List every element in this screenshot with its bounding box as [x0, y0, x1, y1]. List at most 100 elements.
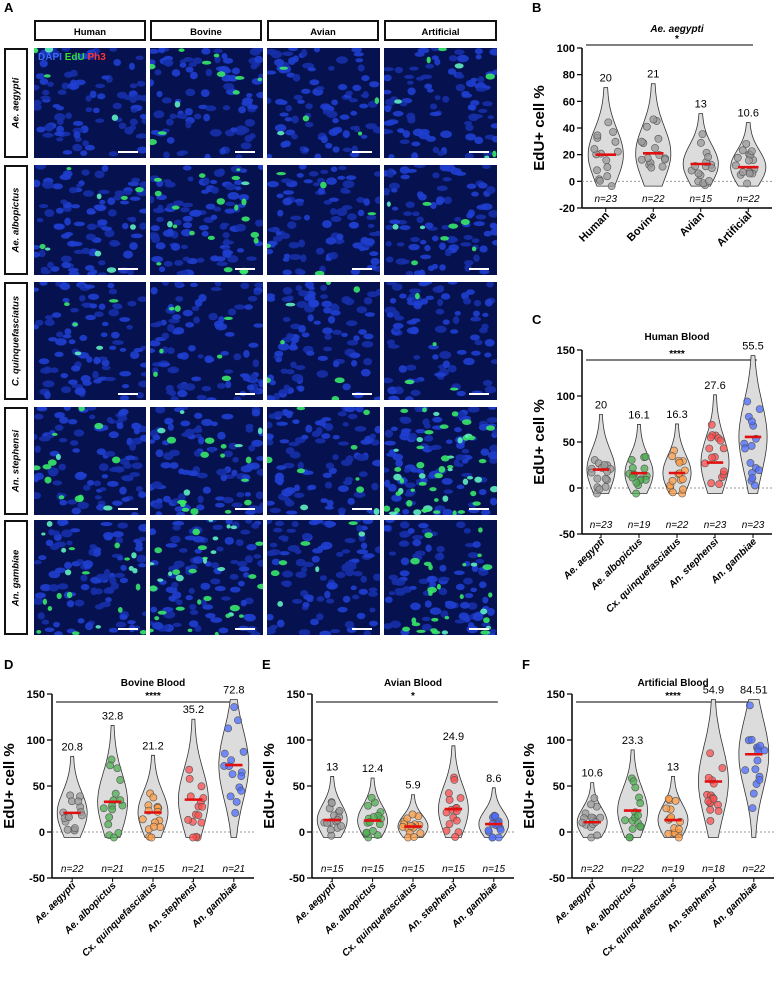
data-point	[714, 807, 723, 815]
n-label: n=15	[689, 194, 712, 205]
data-point	[228, 770, 237, 778]
median-label: 21	[647, 69, 659, 81]
data-point	[706, 749, 715, 758]
data-point	[649, 115, 658, 124]
data-point	[627, 456, 636, 464]
data-point	[603, 163, 612, 172]
data-point	[642, 122, 651, 131]
data-point	[185, 765, 194, 774]
data-point	[105, 813, 114, 822]
microscopy-image	[384, 282, 497, 400]
y-tick-label: 0	[569, 483, 575, 495]
n-label: n=22	[737, 194, 760, 205]
column-header-avian: Avian	[267, 20, 379, 41]
y-tick-label: -50	[29, 873, 45, 885]
data-point	[603, 172, 612, 181]
chart-f-artificial-blood: Artificial Blood **** -50 0 50 100 150 EdU+ cel…	[521, 678, 774, 959]
data-point	[74, 797, 83, 806]
data-point	[593, 831, 601, 840]
median-label: 5.9	[405, 780, 420, 792]
microscopy-image	[267, 165, 380, 275]
data-point	[751, 481, 759, 490]
chart-title: Bovine Blood	[121, 678, 185, 689]
data-point	[637, 155, 646, 164]
data-point	[110, 833, 118, 842]
data-point	[364, 801, 372, 810]
data-point	[198, 802, 207, 811]
panel-label-c: C	[532, 312, 542, 327]
median-label: 10.6	[581, 768, 602, 780]
median-label: 23.3	[622, 735, 643, 747]
median-label: 84.51	[740, 685, 768, 697]
n-label: n=22	[61, 864, 84, 875]
data-point	[239, 747, 248, 756]
data-point	[593, 166, 601, 175]
microscopy-image	[34, 165, 146, 275]
data-point	[65, 813, 73, 822]
data-point	[194, 811, 203, 820]
y-tick-label: 0	[569, 176, 575, 188]
data-point	[237, 772, 246, 781]
data-point	[738, 168, 747, 177]
data-point	[231, 809, 240, 817]
data-point	[445, 820, 454, 828]
data-point	[741, 444, 749, 453]
data-point	[587, 800, 595, 809]
data-point	[661, 155, 669, 164]
data-point	[747, 147, 756, 156]
data-point	[220, 749, 229, 758]
n-label: n=15	[142, 864, 165, 875]
x-category-label: Avian	[677, 209, 707, 239]
data-point	[113, 764, 122, 773]
median-label: 21.2	[142, 740, 163, 752]
data-point	[716, 436, 725, 445]
data-point	[70, 824, 79, 833]
data-point	[445, 796, 454, 804]
significance-stars: *	[675, 34, 679, 45]
data-point	[147, 833, 156, 842]
y-tick-label: 0	[559, 827, 565, 839]
x-category-label: Cx. quinquefasciatus	[600, 880, 679, 959]
panel-label-f: F	[522, 657, 530, 672]
microscopy-image	[34, 520, 146, 635]
data-point	[698, 130, 707, 139]
data-point	[621, 816, 629, 825]
violin	[587, 87, 624, 187]
data-point	[706, 805, 715, 814]
data-point	[636, 822, 645, 831]
data-point	[747, 442, 756, 450]
data-point	[104, 820, 113, 829]
chart-c-human-blood: Human Blood **** -50 0 50 100 150 EdU+ cell % 20…	[531, 332, 772, 615]
y-tick-label: 50	[293, 781, 305, 793]
n-label: n=21	[182, 864, 205, 875]
data-point	[744, 156, 753, 165]
column-header-human: Human	[34, 20, 146, 41]
data-point	[625, 833, 634, 842]
data-point	[664, 829, 673, 838]
microscopy-image	[267, 520, 380, 635]
microscopy-image	[150, 165, 263, 275]
data-point	[456, 794, 465, 802]
microscopy-image	[34, 407, 146, 515]
data-point	[651, 144, 659, 152]
x-category-label: Artificial	[715, 210, 755, 250]
data-point	[184, 815, 193, 824]
y-tick-label: 100	[557, 43, 575, 55]
y-tick-label: -50	[289, 873, 305, 885]
data-point	[678, 475, 687, 484]
data-point	[327, 831, 336, 840]
median-label: 27.6	[704, 380, 725, 392]
microscopy-image	[150, 407, 263, 515]
median-label: 8.6	[486, 773, 501, 785]
panel-label-e: E	[262, 657, 271, 672]
n-label: n=15	[442, 864, 465, 875]
y-axis-label: EdU+ cell %	[521, 743, 538, 828]
column-header-bovine: Bovine	[150, 20, 262, 41]
data-point	[707, 164, 716, 172]
median-label: 20	[600, 72, 612, 84]
data-point	[675, 458, 684, 467]
data-point	[149, 793, 158, 802]
y-tick-label: 100	[287, 735, 305, 747]
x-category-label: Cx. quinquefasciatus	[604, 536, 683, 615]
chart-title: Artificial Blood	[637, 678, 708, 689]
